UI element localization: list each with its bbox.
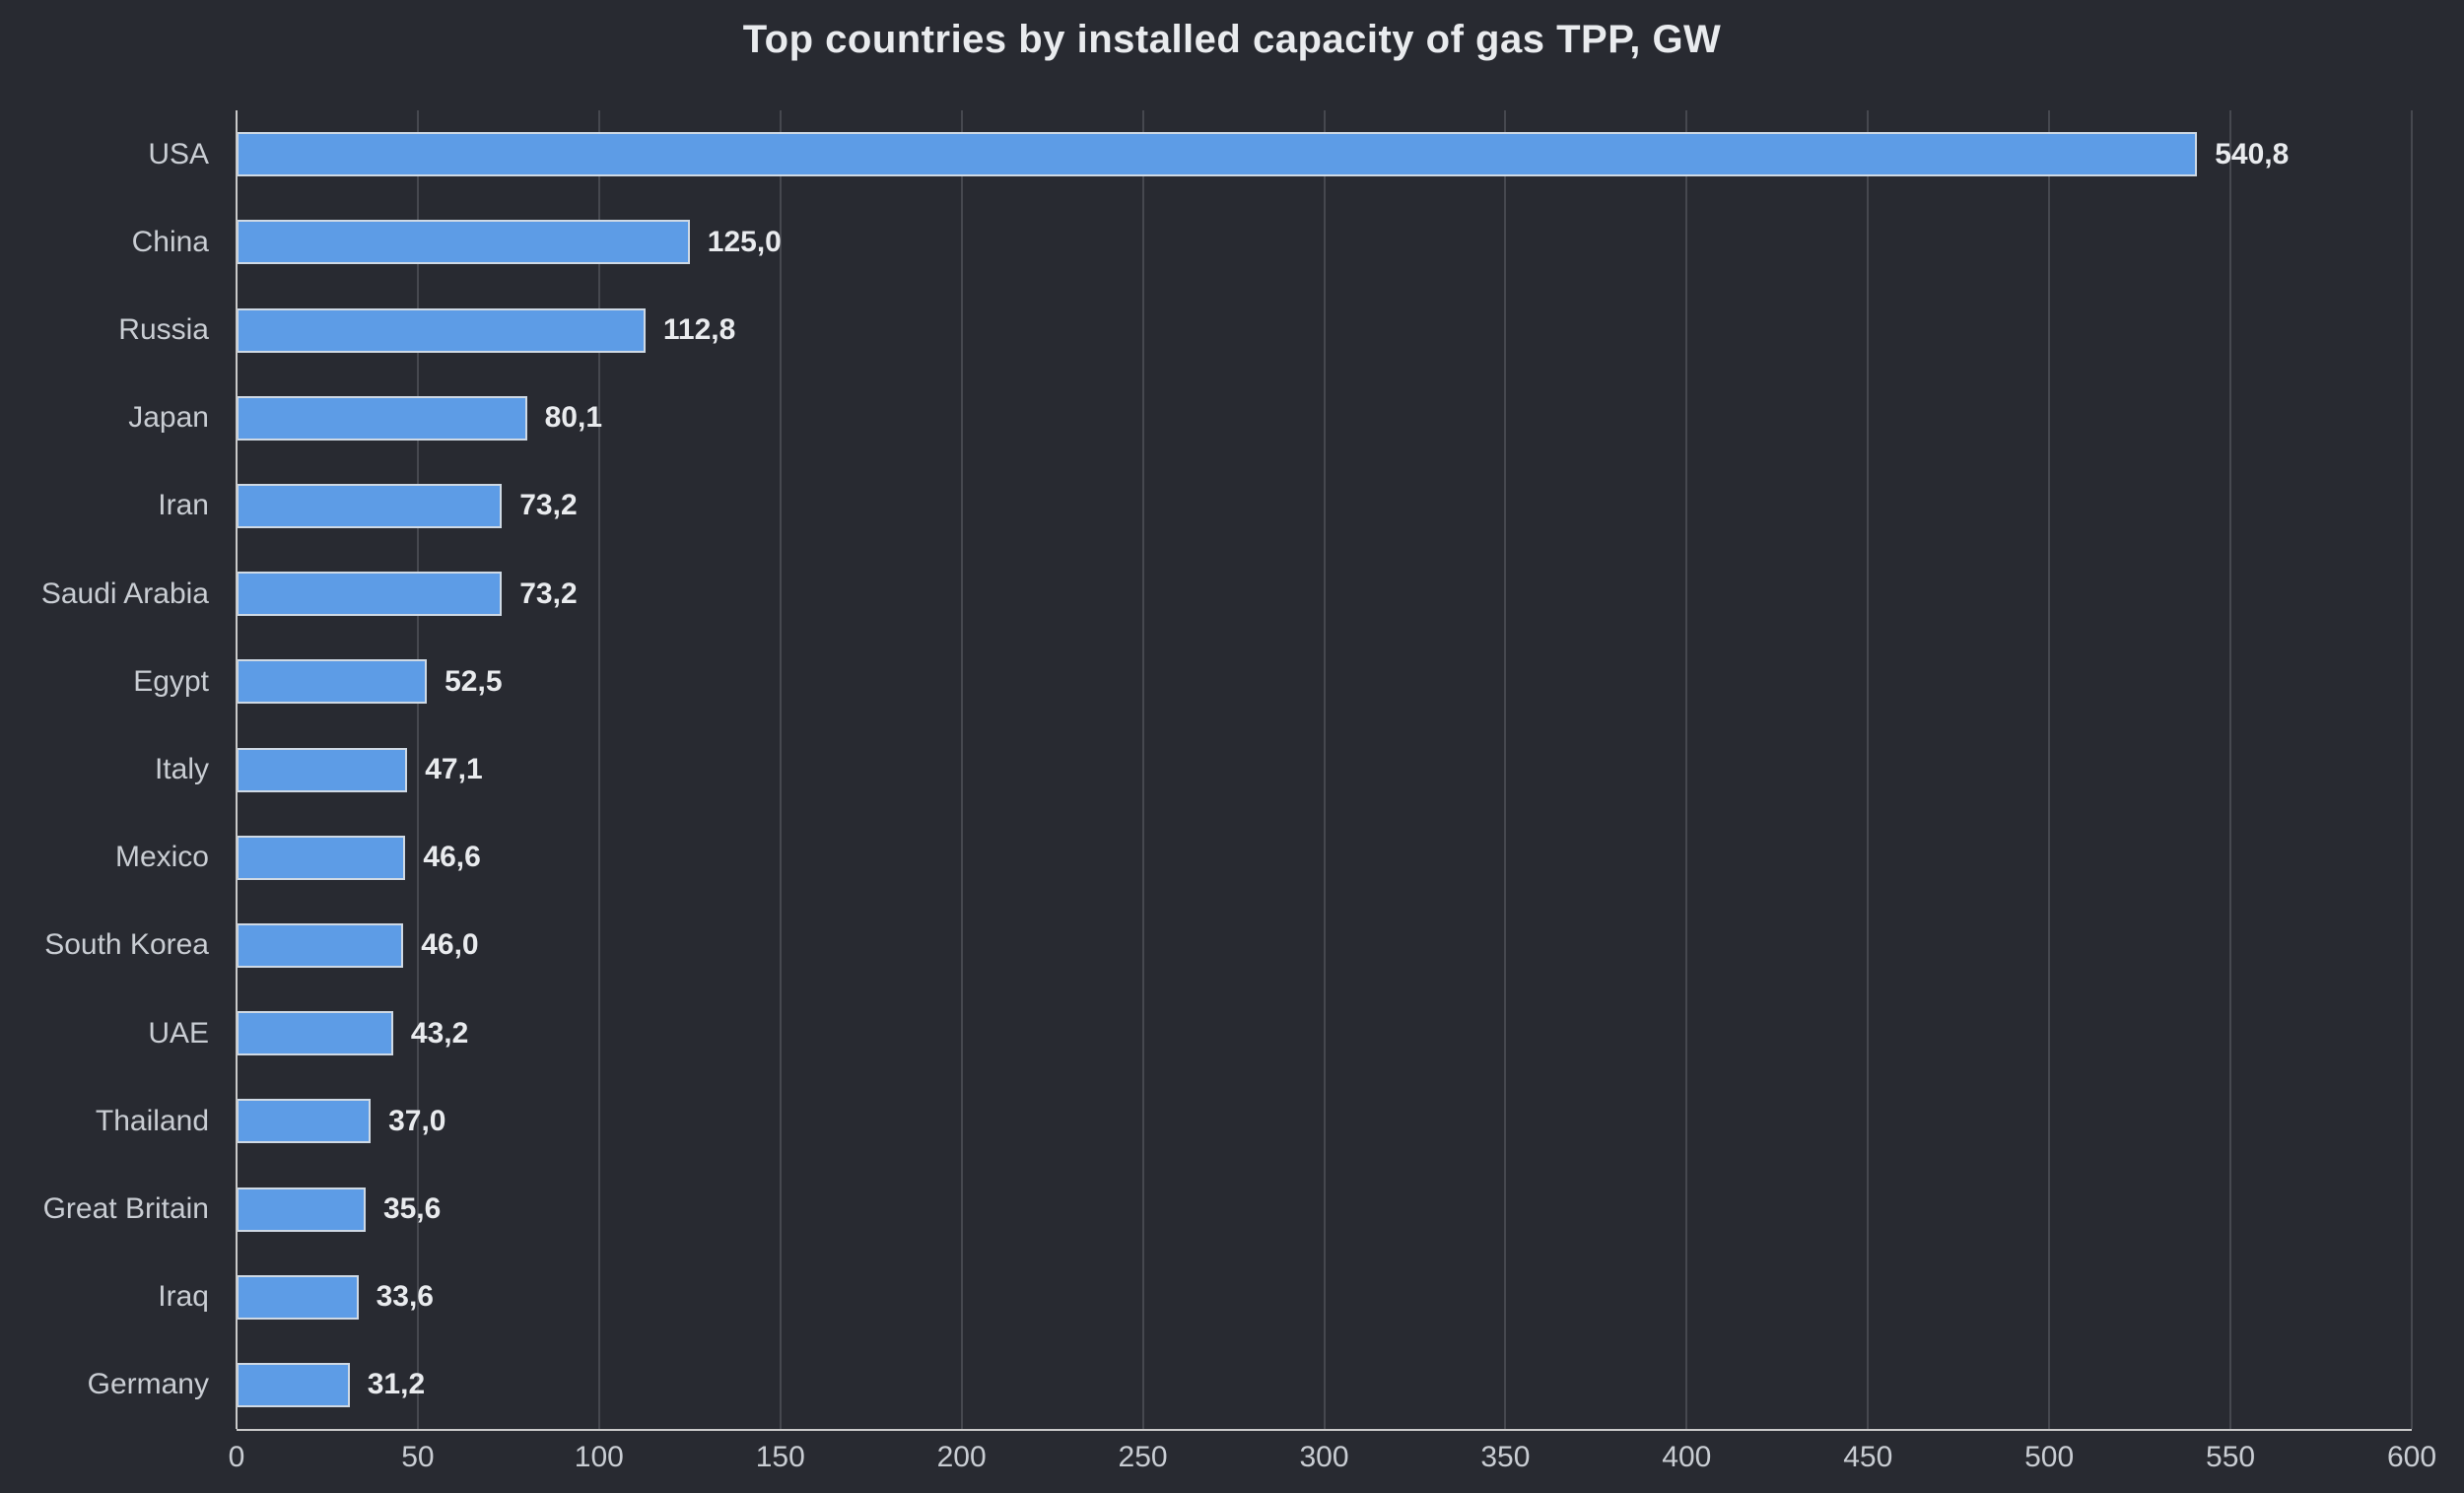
value-label: 35,6 [382, 1192, 442, 1226]
x-tick-label: 400 [1662, 1441, 1712, 1473]
category-label: Italy [154, 753, 209, 786]
bar-row: Germany 31,2 [88, 1341, 2412, 1429]
value-label: 52,5 [445, 664, 503, 698]
value-label: 46,0 [421, 928, 479, 962]
category-label: Thailand [95, 1104, 209, 1137]
y-axis-line [236, 110, 238, 1429]
bar [237, 132, 2198, 177]
value-label: 43,2 [410, 1016, 469, 1050]
x-gridline [1323, 110, 1326, 1429]
bar-row: Italy 47,1 [155, 725, 2412, 813]
x-tick-label: 150 [755, 1441, 805, 1473]
value-label: 125,0 [707, 225, 782, 258]
category-label: Germany [87, 1368, 209, 1401]
x-tick-label: 550 [2206, 1441, 2256, 1473]
x-gridline [1141, 110, 1144, 1429]
value-label: 112,8 [662, 313, 736, 346]
x-gridline [597, 110, 600, 1429]
bar [237, 659, 428, 705]
bar-rows: USA 540,8 China 125,0 Russia 112,8 Japan 80,1 Ir… [41, 110, 2412, 1429]
category-label: Iraq [158, 1280, 209, 1314]
bar [237, 572, 503, 617]
x-gridline [779, 110, 782, 1429]
x-gridline [1685, 110, 1688, 1429]
bar [237, 220, 690, 265]
bar [237, 1011, 393, 1056]
x-gridline [960, 110, 963, 1429]
x-tick-label: 600 [2386, 1441, 2437, 1473]
x-gridline [1867, 110, 1870, 1429]
x-gridline [2411, 110, 2413, 1429]
bar-row: Great Britain 35,6 [43, 1165, 2412, 1253]
x-gridline [416, 110, 419, 1429]
x-tick-label: 500 [2024, 1441, 2075, 1473]
x-gridline [2048, 110, 2051, 1429]
bar-row: Iran 73,2 [158, 462, 2412, 550]
category-label: USA [148, 137, 209, 170]
value-label: 80,1 [544, 401, 603, 435]
grid-layer [236, 110, 2413, 1429]
x-axis-ticks: 0 50 100 150 200 250 300 350 400 450 500 550 600 [229, 1429, 2436, 1488]
plot-area: USA 540,8 China 125,0 Russia 112,8 Japan 80,1 Ir… [41, 110, 2436, 1473]
bar-row: Iraq 33,6 [158, 1254, 2412, 1341]
bar [237, 922, 404, 968]
value-label: 73,2 [519, 489, 578, 522]
bar [237, 395, 527, 441]
value-label: 33,6 [376, 1280, 434, 1314]
bar-row: Thailand 37,0 [96, 1077, 2412, 1165]
value-label: 47,1 [425, 753, 483, 786]
value-label: 37,0 [388, 1104, 446, 1137]
x-tick-label: 300 [1299, 1441, 1349, 1473]
x-tick-label: 200 [936, 1441, 987, 1473]
bar-row: China 125,0 [132, 198, 2412, 286]
category-label: Iran [158, 489, 209, 522]
x-tick-label: 100 [574, 1441, 624, 1473]
x-tick-label: 50 [401, 1441, 435, 1473]
bar [237, 1274, 359, 1320]
x-tick-label: 0 [228, 1441, 245, 1473]
category-label: Saudi Arabia [40, 577, 209, 610]
bar [237, 483, 503, 528]
category-label: Japan [128, 401, 209, 435]
category-label: Russia [118, 313, 209, 346]
bar-row: Egypt 52,5 [133, 638, 2412, 725]
x-gridline [2229, 110, 2232, 1429]
bar [237, 1187, 366, 1232]
bar [237, 307, 646, 353]
value-label: 73,2 [519, 577, 578, 610]
bar-row: Mexico 46,6 [115, 814, 2412, 902]
bar-row: South Korea 46,0 [44, 902, 2412, 989]
category-label: Egypt [133, 664, 209, 698]
category-label: South Korea [44, 928, 209, 962]
x-tick-label: 450 [1843, 1441, 1893, 1473]
bar [237, 1362, 350, 1407]
bar [237, 747, 408, 792]
bar [237, 835, 406, 880]
category-label: Great Britain [42, 1192, 209, 1226]
x-tick-label: 250 [1118, 1441, 1168, 1473]
bar-row: Japan 80,1 [128, 374, 2412, 462]
category-label: Mexico [114, 841, 209, 874]
x-tick-label: 350 [1480, 1441, 1531, 1473]
x-gridline [1504, 110, 1507, 1429]
value-label: 31,2 [367, 1368, 426, 1401]
bar-row: Russia 112,8 [118, 286, 2412, 373]
bar-row: USA 540,8 [148, 110, 2412, 198]
value-label: 540,8 [2215, 137, 2290, 170]
bar [237, 1099, 372, 1144]
chart-title: Top countries by installed capacity of g… [742, 18, 1722, 61]
bar-row: UAE 43,2 [148, 989, 2412, 1077]
value-label: 46,6 [423, 841, 481, 874]
category-label: UAE [148, 1016, 209, 1050]
category-label: China [131, 225, 209, 258]
bar-row: Saudi Arabia 73,2 [41, 550, 2412, 638]
